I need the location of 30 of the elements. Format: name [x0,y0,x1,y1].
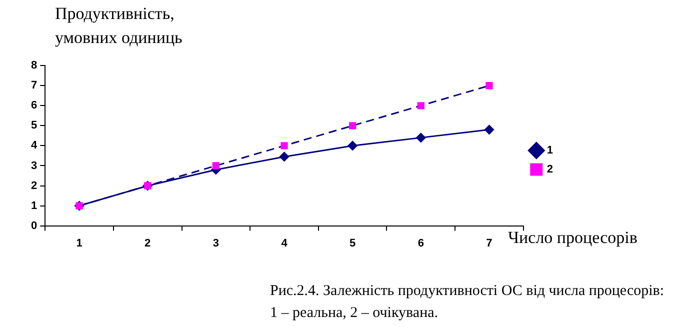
x-tick-label: 2 [144,237,151,250]
point [484,124,494,134]
y-tick-label: 3 [30,160,38,172]
point [348,140,358,150]
y-tick-label: 5 [30,120,38,132]
x-tick-label: 4 [281,237,288,250]
x-tick-label: 7 [486,237,492,250]
point [486,82,493,90]
x-tick-label: 5 [350,237,356,250]
point [212,162,220,170]
y-tick-label: 7 [30,80,38,92]
x-tick-label: 1 [76,237,82,250]
y-tick-label: 2 [30,180,38,192]
y-axis-title: Продуктивність, умовних одиниць [55,3,182,49]
legend-label: 1 [546,144,554,157]
point [416,132,426,142]
point [280,152,289,162]
y-tick-label: 0 [30,220,38,232]
y-tick-label: 1 [30,200,38,212]
y-tick-label: 8 [30,60,38,72]
text: Рис.2.4. Залежність продуктивності ОС від числа процесорів: 1 – реальна, 2 – очікувана. [270,282,664,323]
legend-label: 2 [546,164,554,176]
x-tick-label: 6 [418,237,424,250]
point [280,142,288,150]
x-axis-title: Число процесорів [508,228,638,248]
x-tick-label: 3 [212,237,219,250]
point [348,122,356,130]
y-tick-label: 6 [30,100,38,112]
point [417,102,424,110]
y-tick-label: 4 [30,140,38,152]
